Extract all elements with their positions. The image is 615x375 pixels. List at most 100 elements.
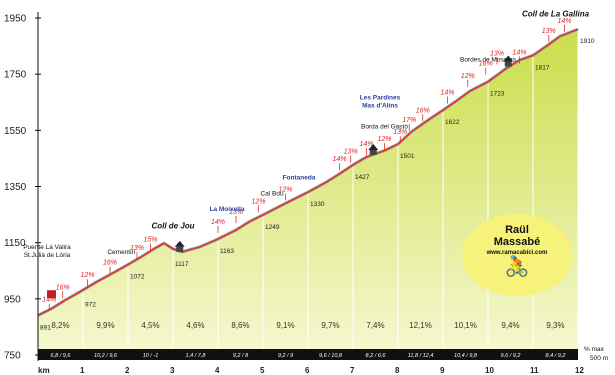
y-tick-label: 750 <box>4 351 21 362</box>
altitude-label: 1330 <box>310 201 325 208</box>
profile-line <box>37 28 579 317</box>
segment-average-label: 9,1% <box>276 321 294 330</box>
segment-max-pair-label: 9,6 / 10,8 <box>319 353 343 359</box>
altitude-label: 891 <box>40 324 51 331</box>
segment-max-pair-label: 1,4 / 7,8 <box>186 353 207 359</box>
place-label: La Moixella <box>209 206 244 213</box>
place-label: Borda del Gastó <box>361 123 408 130</box>
segment-average-label: 9,9% <box>96 321 114 330</box>
gradient-label: 15% <box>144 237 158 244</box>
gradient-label: 12% <box>279 187 293 194</box>
segment-max-pair-label: 10,4 / 9,8 <box>454 353 478 359</box>
x-tick-label: 7 <box>350 366 355 375</box>
x-tick-label: 2 <box>125 366 130 375</box>
y-tick-label: 1950 <box>4 14 27 25</box>
altitude-labels-group: 891 972 1072 1117 1163 1249 1330 1427 1501 1622 17… <box>40 38 595 331</box>
place-label: Cal Bou <box>260 190 284 197</box>
gradient-label: 17% <box>402 117 416 124</box>
hut-icon <box>176 246 184 252</box>
altitude-label: 1817 <box>535 64 550 71</box>
gradient-label: 16% <box>56 284 70 291</box>
x-tick-label: 1 <box>80 366 85 375</box>
hut-icon <box>369 149 377 155</box>
gradient-label: 14% <box>211 219 225 226</box>
place-label: Cementiri <box>107 249 135 256</box>
place-label: Coll de La Gallina <box>522 10 590 19</box>
place-label: Puente La Valira <box>23 244 71 251</box>
segment-average-label: 8,6% <box>231 321 249 330</box>
hut-icon <box>174 240 185 247</box>
gradient-label: 14% <box>513 49 527 56</box>
altitude-label: 1910 <box>580 38 595 45</box>
segment-average-label: 7,4% <box>366 321 384 330</box>
gradient-label: 13% <box>229 209 243 216</box>
author-url: www.ramacabici.com <box>486 250 548 256</box>
altitude-label: 1117 <box>175 261 189 268</box>
y-tick-label: 1550 <box>4 126 27 137</box>
gradient-label: 12% <box>252 198 266 205</box>
altitude-label: 1427 <box>355 174 370 181</box>
segment-max-pair-label: 8,4 / 9,2 <box>546 353 566 359</box>
place-label: Les Pardines <box>360 94 401 101</box>
place-label: St.Julià de Lòria <box>24 252 71 259</box>
y-tick-label: 1150 <box>4 238 26 249</box>
gradient-label: 14% <box>441 90 455 97</box>
x-unit-label: km <box>38 366 50 375</box>
altitude-label: 972 <box>85 302 96 309</box>
profile-area-group <box>37 27 579 355</box>
x-tick-label: 4 <box>215 366 220 375</box>
hut-icon <box>504 61 512 67</box>
segment-average-label: 4,6% <box>186 321 204 330</box>
x-tick-label: 5 <box>260 366 265 375</box>
hut-icon <box>368 143 379 150</box>
place-label: Fontaneda <box>283 174 316 181</box>
start-marker-icon <box>47 290 56 299</box>
segment-band-group: 8,2% 6,8 / 9,6 9,9% 10,2 / 9,6 4,5% 10 / -1 4,… <box>38 321 608 362</box>
place-label: Bordes de Mossers <box>460 57 517 64</box>
altitude-label: 1501 <box>400 153 415 160</box>
gradient-label: 12% <box>461 73 475 80</box>
gradient-label: 13% <box>542 28 556 35</box>
segment-max-pair-label: 11,8 / 12,4 <box>408 353 434 359</box>
gradient-label: 16% <box>479 61 493 68</box>
segment-max-pair-label: 10 / -1 <box>143 353 159 359</box>
gradient-label: 13% <box>393 129 407 136</box>
gradient-label: 14% <box>333 156 347 163</box>
x-tick-label: 9 <box>440 366 445 375</box>
x-tick-label: 10 <box>485 366 494 375</box>
segment-average-label: 9,4% <box>501 321 519 330</box>
gradient-label: 13% <box>490 50 504 57</box>
x-tick-label: 12 <box>575 366 584 375</box>
gradient-label: 14% <box>558 18 572 25</box>
segment-average-label: 9,3% <box>546 321 564 330</box>
place-label: Mas d'Alins <box>362 102 398 109</box>
x-tick-label: 3 <box>170 366 175 375</box>
segment-max-pair-label: 8,2 / 6,6 <box>366 353 387 359</box>
segment-max-pair-label: 9,6 / 9,2 <box>501 353 521 359</box>
gradient-label: 12% <box>378 136 392 143</box>
author-logo: Raül Massabé www.ramacabici.com 🚴 <box>462 214 572 296</box>
segment-average-label: 9,7% <box>321 321 339 330</box>
altitude-label: 1072 <box>130 274 145 281</box>
altitude-label: 1622 <box>445 119 460 126</box>
gradient-label: 13% <box>344 149 358 156</box>
gradient-label: 14% <box>42 297 56 304</box>
segment-average-label: 10,1% <box>454 321 477 330</box>
x-tick-label: 11 <box>530 366 539 375</box>
bicycle-icon: 🚴 <box>504 256 530 278</box>
segment-max-pair-label: 6,8 / 9,6 <box>51 353 72 359</box>
gradient-label: 12% <box>81 272 95 279</box>
segment-average-label: 12,1% <box>409 321 432 330</box>
pair-legend-label: 500 m <box>590 355 608 362</box>
gradient-marks-group: 14%16%12%16%13%15%14%13%12%12%14%13%14%1… <box>42 18 572 311</box>
author-name-line1: Raül <box>505 224 529 236</box>
segment-max-pair-label: 9,2 / 8 <box>233 353 249 359</box>
altitude-label: 1723 <box>490 91 505 98</box>
x-tick-label: 6 <box>305 366 310 375</box>
y-tick-label: 1750 <box>4 70 27 81</box>
gradient-label: 16% <box>103 260 117 267</box>
gradient-label: 13% <box>130 245 144 252</box>
segment-max-pair-label: 10,2 / 9,6 <box>94 353 118 359</box>
segment-max-pair-label: 9,2 / 9 <box>278 353 293 359</box>
